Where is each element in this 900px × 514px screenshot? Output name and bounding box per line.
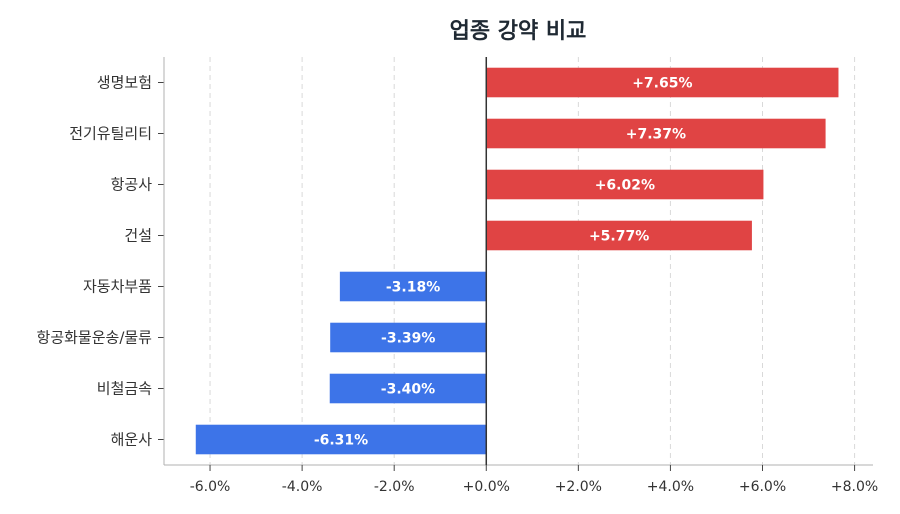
x-tick-label: +6.0% bbox=[739, 479, 786, 495]
x-tick-label: +2.0% bbox=[555, 479, 602, 495]
category-label: 항공사 bbox=[111, 176, 153, 194]
bar bbox=[486, 118, 826, 149]
bar bbox=[195, 424, 487, 455]
bar bbox=[486, 67, 839, 98]
bar-value-label: +6.02% bbox=[595, 178, 655, 194]
x-tick-label: +4.0% bbox=[647, 479, 694, 495]
bar-value-label: -6.31% bbox=[314, 433, 368, 449]
bar-value-label: -3.39% bbox=[381, 331, 435, 347]
category-label: 비철금속 bbox=[97, 380, 152, 398]
chart-title: 업종 강약 비교 bbox=[450, 19, 587, 44]
bars bbox=[195, 67, 839, 455]
bar bbox=[339, 271, 487, 302]
category-label: 전기유틸리티 bbox=[69, 125, 152, 143]
category-label: 항공화물운송/물류 bbox=[37, 329, 153, 347]
bar bbox=[329, 373, 487, 404]
bar-value-label: -3.40% bbox=[381, 382, 435, 398]
category-label: 자동차부품 bbox=[83, 278, 152, 296]
bar bbox=[486, 169, 764, 200]
grid-lines bbox=[209, 57, 856, 465]
bar bbox=[486, 220, 752, 251]
axes bbox=[158, 57, 873, 471]
labels: +7.65% 생명보험 +7.37% 전기유틸리티 +6.02% 항공사 +5.77% 건설 -… bbox=[37, 74, 879, 496]
x-tick-label: -6.0% bbox=[190, 479, 231, 495]
x-tick-label: +0.0% bbox=[463, 479, 510, 495]
bar-value-label: +5.77% bbox=[589, 229, 649, 245]
x-tick-label: +8.0% bbox=[831, 479, 878, 495]
bar bbox=[330, 322, 487, 353]
x-tick-label: -2.0% bbox=[374, 479, 415, 495]
bar-value-label: +7.65% bbox=[632, 76, 692, 92]
bar-value-label: +7.37% bbox=[626, 127, 686, 143]
x-tick-label: -4.0% bbox=[282, 479, 323, 495]
category-label: 해운사 bbox=[111, 431, 153, 449]
category-label: 건설 bbox=[124, 227, 152, 245]
bar-value-label: -3.18% bbox=[386, 280, 440, 296]
category-label: 생명보험 bbox=[97, 74, 152, 92]
